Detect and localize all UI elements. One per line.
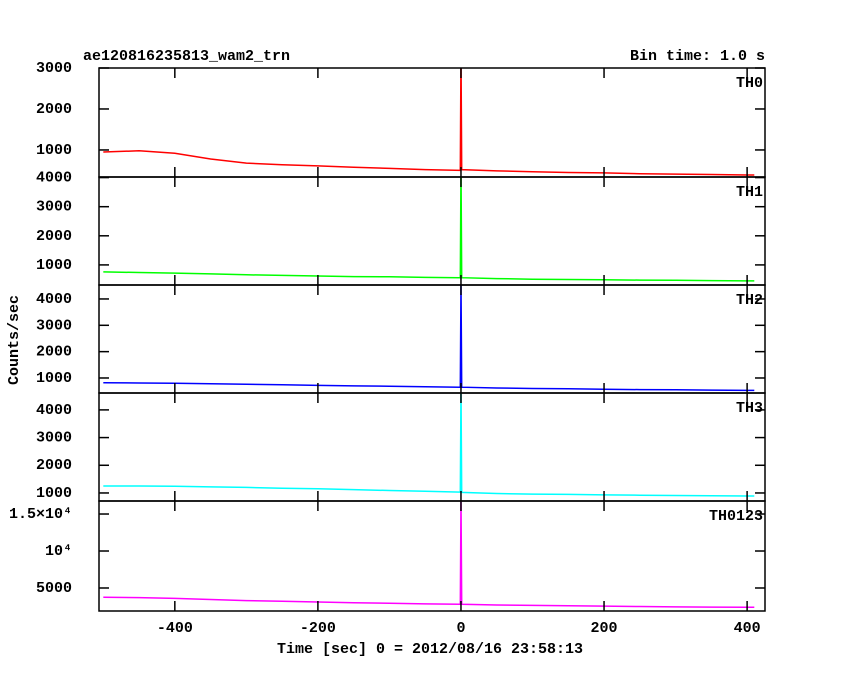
x-tick-label: -200: [300, 620, 336, 637]
data-line: [103, 393, 755, 497]
y-tick-label: 5000: [36, 580, 72, 597]
panel-label: TH0: [736, 75, 763, 92]
y-tick-label: 2000: [36, 457, 72, 474]
x-tick-label: 200: [591, 620, 618, 637]
y-axis-label: Counts/sec: [6, 295, 23, 385]
panel-frame: [98, 392, 766, 502]
data-line: [103, 501, 755, 608]
data-line: [103, 177, 755, 282]
y-tick-label: 10⁴: [45, 543, 72, 560]
panel-label: TH1: [736, 184, 763, 201]
panel-label: TH3: [736, 400, 763, 417]
y-tick-label: 2000: [36, 228, 72, 245]
y-tick-label: 3000: [36, 317, 72, 334]
y-tick-label: 1000: [36, 257, 72, 274]
panel-label: TH0123: [709, 508, 763, 525]
y-tick-label: 2000: [36, 344, 72, 361]
x-tick-label: 0: [456, 620, 465, 637]
x-axis-label: Time [sec] 0 = 2012/08/16 23:58:13: [277, 641, 583, 658]
panel-frame: [98, 67, 766, 178]
chart-subtitle: Bin time: 1.0 s: [630, 48, 765, 65]
y-tick-label: 3000: [36, 430, 72, 447]
y-tick-label: 3000: [36, 60, 72, 77]
panel-frame: [98, 284, 766, 394]
y-tick-label: 4000: [36, 402, 72, 419]
y-tick-label: 2000: [36, 101, 72, 118]
y-tick-label: 3000: [36, 199, 72, 216]
data-line: [103, 68, 755, 176]
y-tick-label: 1000: [36, 485, 72, 502]
data-line: [103, 285, 755, 392]
panel-frame: [98, 500, 766, 612]
chart-title: ae120816235813_wam2_trn: [83, 48, 290, 65]
y-tick-label: 4000: [36, 291, 72, 308]
y-tick-label: 1000: [36, 370, 72, 387]
panel-label: TH2: [736, 292, 763, 309]
y-tick-label: 4000: [36, 170, 72, 187]
x-tick-label: 400: [734, 620, 761, 637]
y-tick-label: 1.5×10⁴: [9, 506, 72, 523]
panel-frame: [98, 176, 766, 286]
x-tick-label: -400: [157, 620, 193, 637]
y-tick-label: 1000: [36, 142, 72, 159]
